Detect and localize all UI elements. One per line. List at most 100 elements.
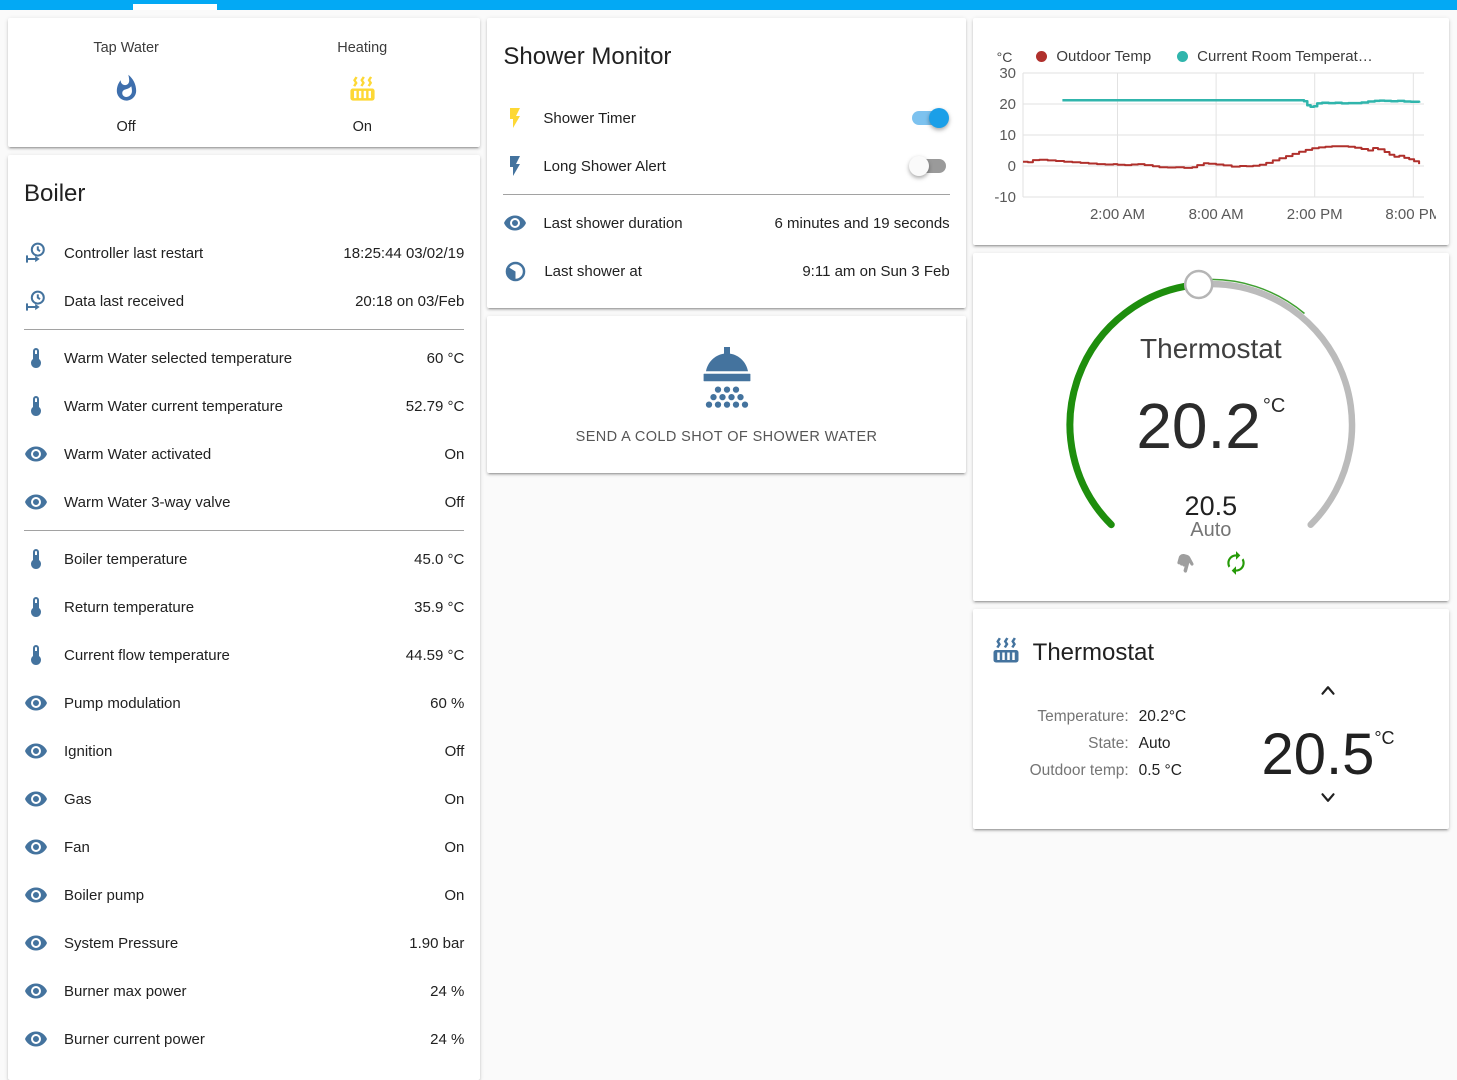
attribute-value: 0.5 °C	[1138, 761, 1182, 779]
entity-row[interactable]: Warm Water activated On	[8, 430, 480, 478]
dial-knob[interactable]	[1183, 269, 1214, 300]
entity-row[interactable]: Return temperature 35.9 °C	[8, 583, 480, 631]
entity-row-value: 1.90 bar	[409, 934, 465, 952]
entity-row-label: System Pressure	[64, 934, 179, 952]
entity-row-label: Controller last restart	[64, 244, 204, 262]
entity-row-value: On	[444, 886, 465, 904]
eye-icon	[25, 887, 47, 903]
entity-row-value: Off	[444, 742, 465, 760]
eye-icon	[25, 983, 47, 999]
entity-row[interactable]: Burner max power 24 %	[8, 967, 480, 1015]
boiler-entity-list: Controller last restart 18:25:44 03/02/19…	[8, 229, 480, 1063]
entity-row[interactable]: Data last received 20:18 on 03/Feb	[8, 277, 480, 325]
glance-item-tap-water[interactable]: Tap Water Off	[8, 40, 244, 147]
eye-icon	[25, 839, 47, 855]
legend-label: Current Room Temperat…	[1197, 48, 1373, 65]
entity-row[interactable]: Pump modulation 60 %	[8, 679, 480, 727]
chevron-up-icon	[1321, 686, 1335, 695]
glance-item-state: Off	[116, 119, 136, 135]
boiler-card: Boiler Controller last restart 18:25:44 0…	[8, 155, 481, 1080]
thermometer-icon	[31, 597, 41, 617]
entity-row[interactable]: Gas On	[8, 775, 480, 823]
entity-row-value: On	[444, 445, 465, 463]
clock-start-icon	[26, 290, 45, 311]
toggle-row-label: Long Shower Alert	[543, 157, 666, 175]
attribute-row: State: Auto	[999, 730, 1219, 757]
entity-row[interactable]: Controller last restart 18:25:44 03/02/19	[8, 229, 480, 277]
dial-mode-buttons	[973, 550, 1449, 576]
thermometer-icon	[31, 396, 41, 416]
entity-row-value: 9:11 am on Sun 3 Feb	[802, 262, 950, 280]
setpoint-unit: °C	[1374, 728, 1395, 748]
dial-current-temperature: 20.2 °C	[973, 389, 1449, 463]
fire-icon	[116, 74, 136, 101]
entity-row-label: Data last received	[64, 292, 185, 310]
series-line	[1022, 145, 1420, 169]
y-tick-label: -10	[994, 189, 1016, 206]
legend-item: Outdoor Temp	[1036, 48, 1151, 65]
entity-row-label: Warm Water current temperature	[64, 397, 283, 415]
entity-row[interactable]: Boiler temperature 45.0 °C	[8, 535, 480, 583]
entity-row-value: 52.79 °C	[405, 397, 465, 415]
toggle-row-long-shower-alert: Long Shower Alert	[487, 142, 965, 190]
y-tick-label: 0	[1007, 158, 1015, 175]
toggle-switch[interactable]	[908, 156, 946, 176]
divider	[24, 530, 465, 531]
entity-row-value: 6 minutes and 19 seconds	[774, 214, 950, 232]
thermostat-dial[interactable]	[1051, 265, 1371, 537]
entity-row[interactable]: Warm Water selected temperature 60 °C	[8, 334, 480, 382]
radiator-icon-slot	[991, 635, 1021, 670]
thermostat-info-card: Thermostat Temperature: 20.2°C State: Auto O…	[972, 609, 1449, 829]
entity-row[interactable]: Last shower duration 6 minutes and 19 sec…	[487, 199, 965, 247]
attribute-row: Outdoor temp: 0.5 °C	[999, 757, 1219, 784]
dial-target-temperature: 20.5	[1184, 491, 1238, 521]
thermometer-icon	[31, 549, 41, 569]
entity-row[interactable]: Fan On	[8, 823, 480, 871]
history-chart-plot: 30 20 10 0 -10 2:00 AM 8:00 AM 2:00 PM 8:00 PM	[994, 67, 1436, 223]
entity-row[interactable]: Warm Water current temperature 52.79 °C	[8, 382, 480, 430]
eye-icon	[25, 791, 47, 807]
entity-row-label: Boiler pump	[64, 886, 145, 904]
dial-current-unit: °C	[1262, 395, 1286, 417]
cold-shot-button-card[interactable]: SEND A COLD SHOT OF SHOWER WATER	[487, 316, 966, 473]
toggle-knob[interactable]	[908, 156, 929, 176]
attribute-label: Outdoor temp:	[1029, 761, 1129, 779]
middle-column: Shower Monitor Shower Timer Long Shower A…	[487, 18, 966, 473]
auto-mode-autorenew-icon[interactable]	[1223, 550, 1249, 576]
increase-setpoint-button[interactable]	[1312, 679, 1344, 706]
history-graph-card: °C Outdoor Temp Current Room Temperat… 30…	[972, 18, 1449, 245]
shower-info-list: Last shower duration 6 minutes and 19 sec…	[487, 199, 965, 295]
entity-row[interactable]: Warm Water 3-way valve Off	[8, 478, 480, 526]
x-tick-label: 8:00 PM	[1385, 206, 1436, 223]
toggle-row-shower-timer: Shower Timer	[487, 94, 965, 142]
entity-row-value: 24 %	[430, 1030, 465, 1048]
y-axis-unit-label: °C	[996, 48, 1013, 65]
entity-row[interactable]: Burner current power 24 %	[8, 1015, 480, 1063]
attribute-label: Temperature:	[1037, 707, 1129, 725]
manual-mode-hand-icon[interactable]	[1173, 550, 1199, 576]
decrease-setpoint-button[interactable]	[1312, 787, 1344, 814]
dial-value-arc	[1066, 281, 1203, 529]
active-tab-indicator[interactable]	[133, 4, 217, 10]
setpoint-stepper: 20.5°C	[1243, 679, 1413, 814]
toggle-switch[interactable]	[911, 108, 949, 128]
legend-dot-icon	[1036, 51, 1048, 62]
x-tick-label: 8:00 AM	[1188, 206, 1243, 223]
glance-item-heating[interactable]: Heating On	[244, 40, 480, 147]
toggle-knob[interactable]	[928, 108, 949, 128]
chart-legend: °C Outdoor Temp Current Room Temperat…	[973, 18, 1449, 65]
boiler-card-title: Boiler	[24, 180, 86, 207]
entity-row[interactable]: System Pressure 1.90 bar	[8, 919, 480, 967]
eye-icon	[25, 695, 47, 711]
shower-monitor-title: Shower Monitor	[503, 43, 672, 70]
entity-row[interactable]: Ignition Off	[8, 727, 480, 775]
eye-icon	[504, 215, 527, 231]
setpoint-number: 20.5	[1261, 722, 1375, 787]
flash-icon	[510, 156, 521, 176]
entity-row-label: Return temperature	[64, 598, 195, 616]
entity-row[interactable]: Current flow temperature 44.59 °C	[8, 631, 480, 679]
dial-mode-label: Auto	[1190, 519, 1232, 541]
entity-row[interactable]: Last shower at 9:11 am on Sun 3 Feb	[487, 247, 965, 295]
y-tick-label: 20	[999, 96, 1016, 113]
entity-row[interactable]: Boiler pump On	[8, 871, 480, 919]
